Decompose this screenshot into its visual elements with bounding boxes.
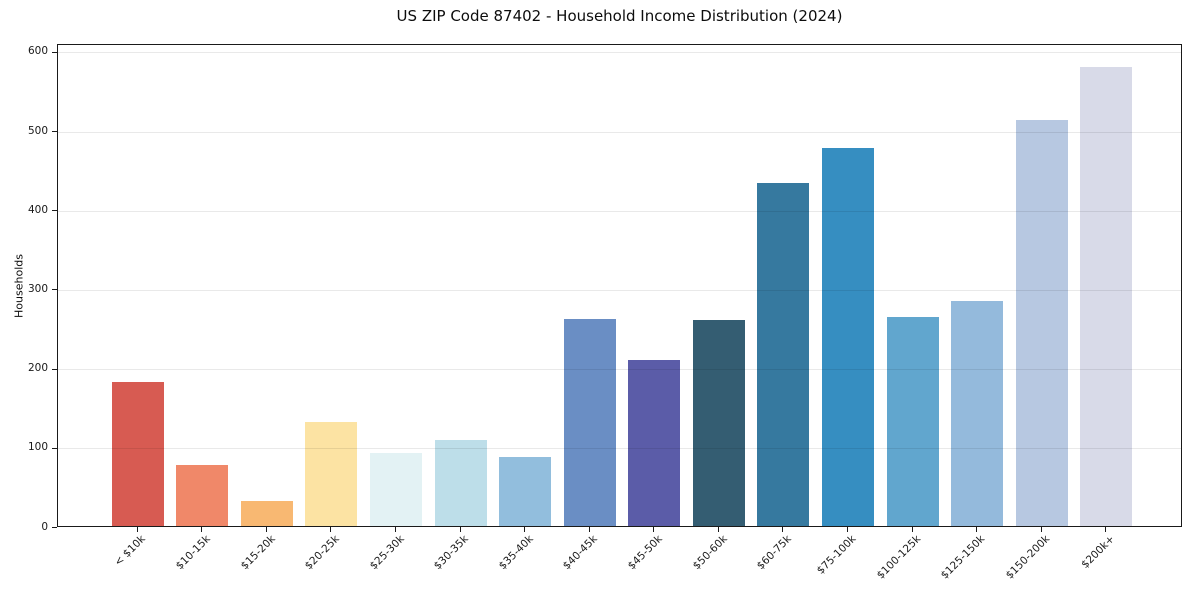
x-tick-label: $30-35k — [431, 533, 472, 573]
y-tick — [52, 447, 57, 449]
x-tick — [330, 527, 332, 532]
x-tick-label: $25-30k — [367, 533, 407, 573]
gridline — [58, 52, 1181, 54]
x-tick-label: $60-75k — [754, 533, 794, 573]
x-tick — [782, 527, 784, 532]
y-tick — [52, 289, 57, 291]
x-tick — [394, 527, 396, 532]
y-tick — [52, 527, 57, 528]
bar — [176, 465, 229, 526]
y-tick-label: 0 — [41, 520, 48, 533]
y-tick-label: 100 — [27, 441, 48, 454]
gridline — [58, 289, 1181, 291]
bar — [821, 148, 874, 526]
y-tick-label: 300 — [27, 282, 48, 295]
x-tick-label: $35-40k — [496, 533, 536, 573]
x-tick-label: $125-150k — [939, 533, 988, 582]
gridline — [58, 369, 1181, 371]
x-tick-label: $50-60k — [690, 533, 730, 573]
y-tick-label: 500 — [27, 124, 48, 137]
y-tick-label: 400 — [27, 203, 48, 216]
x-tick-label: $100-125k — [874, 533, 924, 582]
x-tick-label: $75-100k — [814, 533, 859, 577]
bar — [951, 301, 1004, 526]
chart-title: US ZIP Code 87402 - Household Income Dis… — [396, 7, 843, 25]
y-tick — [52, 51, 57, 53]
gridline — [58, 448, 1181, 450]
y-tick — [52, 210, 57, 212]
x-tick — [976, 527, 978, 532]
bar — [628, 360, 681, 526]
bar — [692, 320, 745, 526]
bar — [111, 381, 164, 526]
bar — [240, 500, 293, 526]
bar — [499, 457, 552, 526]
x-tick — [1040, 527, 1042, 532]
x-tick-label: $15-20k — [238, 533, 278, 573]
x-tick — [1105, 527, 1107, 532]
x-tick — [588, 527, 590, 532]
bar — [1015, 119, 1068, 526]
gridline — [58, 210, 1181, 212]
x-tick — [201, 527, 203, 532]
gridline — [58, 131, 1181, 133]
bar — [757, 183, 810, 526]
bar — [563, 318, 616, 526]
y-tick — [52, 131, 57, 132]
x-tick-label: < $10k — [112, 533, 149, 569]
x-tick-label: $20-25k — [302, 533, 342, 573]
bar — [305, 422, 358, 526]
x-tick — [653, 527, 655, 532]
x-tick-label: $200k+ — [1078, 533, 1117, 571]
x-tick-label: $150-200k — [1003, 533, 1053, 582]
x-tick-label: $45-50k — [625, 533, 665, 573]
x-tick — [717, 527, 719, 532]
bar — [434, 439, 487, 526]
x-tick-label: $10-15k — [173, 533, 213, 573]
y-tick-label: 200 — [27, 362, 48, 375]
bar — [1080, 67, 1133, 526]
x-tick — [846, 527, 848, 532]
y-tick-label: 600 — [27, 45, 48, 58]
bar — [886, 316, 939, 526]
x-tick — [265, 527, 267, 532]
x-tick — [524, 527, 526, 532]
plot-area — [57, 44, 1182, 527]
bar — [369, 453, 422, 526]
x-tick — [459, 527, 461, 532]
x-tick — [911, 527, 913, 532]
y-tick — [52, 368, 57, 370]
x-tick-label: $40-45k — [561, 533, 601, 573]
x-tick — [136, 527, 138, 532]
